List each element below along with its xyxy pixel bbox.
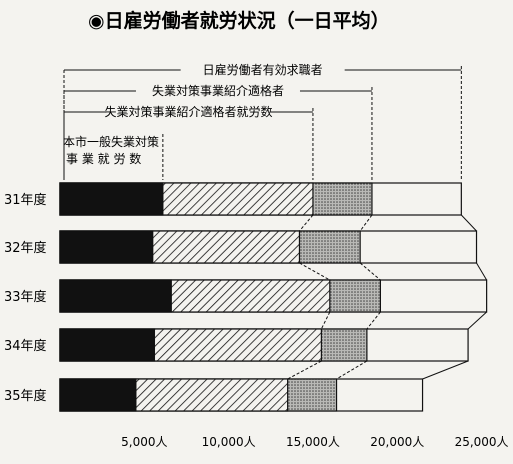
bar-solid-5	[59, 378, 137, 412]
category-label-2: 32年度	[4, 240, 47, 256]
x-tick-label-5: 25,000人	[455, 435, 509, 449]
legend: 日雇労働者有効求職者失業対策事業紹介適格者失業対策事業紹介適格者就労数本市一般失…	[63, 61, 462, 180]
x-tick-label-1: 5,000人	[121, 435, 167, 449]
legend-label-bg-3	[106, 103, 271, 119]
category-label-3: 33年度	[4, 289, 47, 305]
connector-dots-3	[366, 311, 381, 330]
legend-label-1: 日雇労働者有効求職者	[203, 62, 323, 77]
category-labels: 31年度 32年度 33年度 34年度 35年度	[4, 192, 47, 404]
x-tick-label-2: 10,000人	[202, 435, 256, 449]
bar-solid-3	[59, 279, 172, 313]
connector-blank-1	[460, 214, 477, 232]
x-tick-label-3: 15,000人	[286, 435, 340, 449]
connector-hatch-1	[299, 214, 314, 232]
legend-label-4a: 本市一般失業対策	[63, 134, 159, 149]
legend-label-4b: 事 業 就 労 数	[66, 151, 141, 166]
connector-dots-4	[336, 360, 368, 380]
x-axis: 5,000人 10,000人 15,000人 20,000人 25,000人	[121, 435, 508, 449]
legend-label-bg-1	[180, 61, 345, 77]
legend-label-2: 失業対策事業紹介適格者	[152, 83, 284, 98]
connector-blank-4	[422, 360, 469, 380]
connector-blank-2	[476, 262, 488, 281]
category-label-5: 35年度	[4, 388, 47, 404]
connector-blank-3	[467, 311, 487, 330]
legend-label-3: 失業対策事業紹介適格者就労数	[104, 104, 272, 119]
x-tick-label-4: 20,000人	[370, 435, 424, 449]
connector-hatch-3	[320, 311, 331, 330]
bar-solid-1	[59, 182, 164, 216]
connector-dots-1	[359, 214, 373, 232]
category-label-4: 34年度	[4, 338, 47, 354]
bar-solid-2	[59, 230, 154, 264]
chart-title: ◉日雇労働者就労状況（一日平均）	[88, 9, 390, 32]
bar-solid-4	[59, 328, 156, 362]
connector-dots-2	[359, 262, 381, 281]
connector-hatch-4	[287, 360, 322, 380]
legend-label-bg-2	[135, 82, 300, 98]
category-label-1: 31年度	[4, 192, 47, 208]
connector-hatch-2	[299, 262, 331, 281]
bars	[59, 182, 488, 412]
